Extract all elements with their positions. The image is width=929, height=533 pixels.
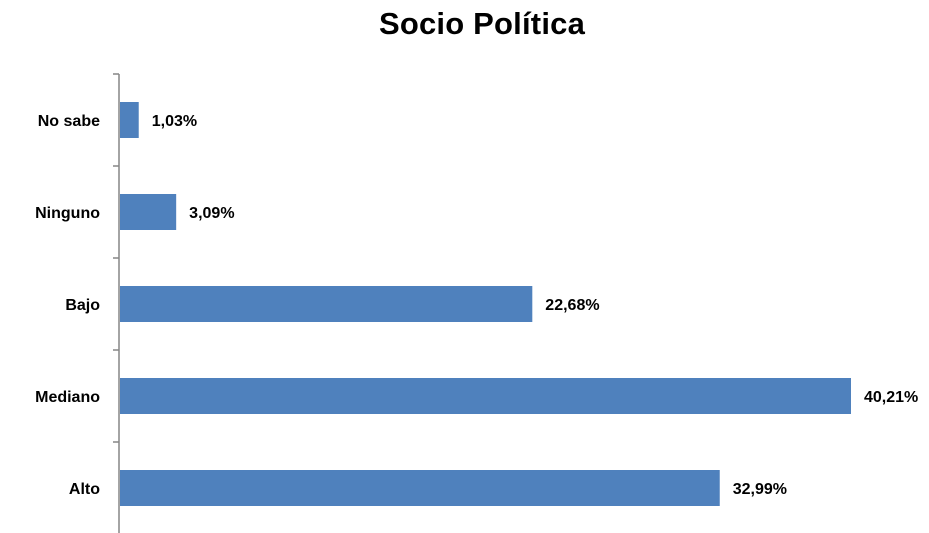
data-label: 3,09% — [189, 205, 234, 222]
bars-layer — [120, 102, 851, 506]
category-label: Bajo — [65, 297, 100, 314]
bar-no-sabe — [120, 102, 139, 138]
category-label: Ninguno — [35, 205, 100, 222]
labels-layer: No sabe 1,03% Ninguno 3,09% Bajo 22,68% Median… — [35, 113, 918, 498]
bar-ninguno — [120, 194, 177, 230]
bar-mediano — [120, 378, 851, 414]
bar-bajo — [120, 286, 533, 322]
data-label: 1,03% — [152, 113, 197, 130]
data-label: 40,21% — [864, 389, 918, 406]
bar-alto — [120, 470, 720, 506]
category-label: Mediano — [35, 389, 100, 406]
chart-title: Socio Política — [378, 6, 586, 41]
axis-layer — [113, 73, 120, 533]
data-label: 32,99% — [733, 481, 787, 498]
data-label: 22,68% — [545, 297, 599, 314]
category-label: No sabe — [38, 113, 100, 130]
category-label: Alto — [69, 481, 100, 498]
